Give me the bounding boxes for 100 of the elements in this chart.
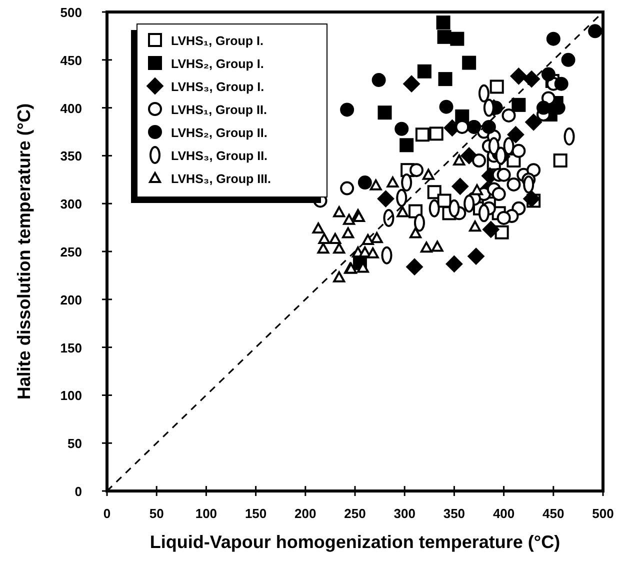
point	[452, 178, 469, 195]
y-tick-label: 500	[60, 5, 82, 20]
point	[386, 176, 399, 188]
point	[396, 206, 409, 218]
legend-label: LVHS₃, Group III.	[171, 172, 271, 186]
point	[312, 222, 324, 234]
point	[553, 153, 568, 168]
point	[471, 184, 484, 196]
point	[372, 73, 386, 88]
point	[525, 114, 542, 131]
point	[512, 98, 526, 112]
point	[446, 255, 463, 272]
point	[415, 128, 430, 142]
point	[366, 247, 379, 258]
y-tick-label: 350	[60, 148, 82, 164]
point	[482, 220, 500, 238]
point	[496, 168, 511, 182]
point	[468, 248, 485, 265]
x-tick-label: 100	[195, 506, 218, 521]
point	[561, 52, 576, 67]
y-tick-label: 0	[74, 484, 82, 499]
y-tick-label: 150	[60, 340, 82, 356]
y-tick-label: 200	[60, 292, 82, 308]
y-tick-label: 400	[60, 100, 82, 116]
y-tick-label: 450	[60, 52, 82, 68]
point	[438, 72, 452, 86]
x-axis-title: Liquid-Vapour homogenization temperature (°C)	[150, 532, 560, 552]
point	[410, 227, 422, 238]
y-axis-title: Halite dissolution temperature (°C)	[14, 103, 34, 400]
point	[469, 220, 482, 232]
point	[482, 120, 496, 134]
x-tick-label: 0	[103, 506, 111, 521]
point	[378, 106, 392, 120]
legend-label: LVHS₁, Group I.	[171, 34, 264, 48]
x-tick-label: 350	[443, 506, 466, 521]
point	[429, 126, 444, 141]
point	[343, 214, 356, 225]
y-tick-label: 250	[60, 244, 82, 260]
point	[462, 56, 476, 70]
point	[541, 67, 556, 82]
point	[377, 190, 394, 208]
x-tick-label: 200	[294, 506, 316, 521]
point	[510, 68, 528, 85]
point	[370, 179, 382, 190]
x-tick-label: 400	[492, 506, 515, 521]
point	[403, 75, 420, 92]
point	[453, 154, 466, 166]
point	[422, 168, 434, 180]
point	[492, 187, 506, 202]
point	[342, 227, 354, 238]
point	[506, 177, 521, 192]
point	[358, 176, 372, 190]
y-tick-label: 50	[68, 436, 82, 452]
legend-label: LVHS₃, Group II.	[171, 149, 268, 163]
x-tick-label: 300	[394, 506, 416, 521]
y-tick-label: 100	[60, 388, 82, 404]
point	[406, 258, 424, 276]
point	[512, 144, 526, 158]
point	[394, 122, 409, 136]
point	[410, 163, 424, 178]
legend-label: LVHS₂, Group I.	[171, 57, 264, 71]
point	[502, 108, 516, 122]
point	[472, 153, 486, 168]
point	[340, 102, 354, 117]
point	[420, 242, 432, 253]
point	[523, 190, 540, 208]
legend-label: LVHS₁, Group II.	[171, 103, 267, 117]
y-tick-label: 300	[60, 196, 82, 212]
point	[546, 32, 560, 46]
point	[536, 100, 550, 115]
point	[523, 70, 540, 88]
point	[417, 64, 432, 78]
point	[370, 232, 383, 244]
point	[333, 206, 346, 218]
x-tick-label: 500	[592, 506, 614, 521]
legend-label: LVHS₃, Group I.	[171, 80, 264, 94]
point	[340, 181, 354, 196]
x-tick-label: 250	[344, 506, 366, 521]
x-tick-label: 150	[244, 506, 267, 521]
point	[496, 210, 511, 225]
point	[362, 234, 374, 246]
point	[333, 271, 346, 282]
point	[450, 32, 464, 46]
point	[329, 233, 342, 244]
point	[554, 76, 568, 91]
point	[400, 138, 414, 152]
point	[494, 225, 509, 240]
point	[318, 233, 330, 244]
x-tick-label: 50	[149, 506, 164, 521]
point	[588, 24, 602, 38]
x-tick-label: 450	[542, 506, 564, 521]
point	[333, 242, 346, 254]
point	[507, 126, 524, 144]
point	[358, 246, 371, 258]
point	[431, 240, 444, 252]
legend-label: LVHS₂, Group II.	[171, 126, 268, 140]
point	[490, 80, 504, 94]
point	[437, 30, 452, 44]
point	[436, 16, 450, 30]
point	[317, 242, 330, 254]
